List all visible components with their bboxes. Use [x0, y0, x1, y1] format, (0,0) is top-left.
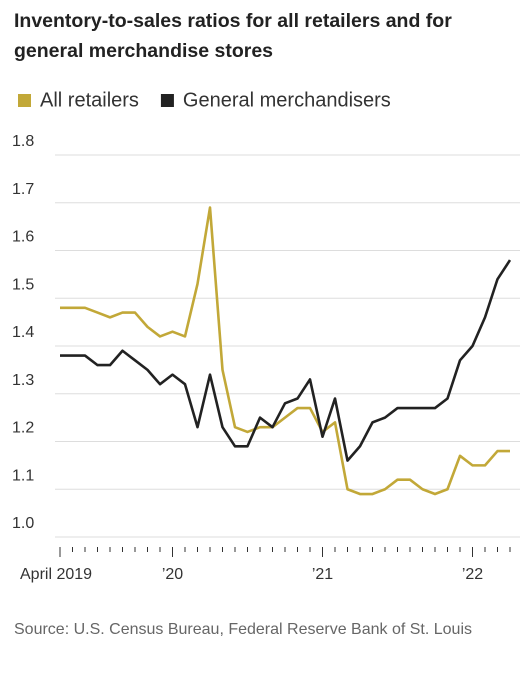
x-tick-label: ’20	[162, 566, 183, 583]
x-tick-label: ’22	[462, 566, 483, 583]
source-note: Source: U.S. Census Bureau, Federal Rese…	[14, 621, 473, 638]
y-tick-label: 1.2	[12, 420, 34, 437]
y-tick-label: 1.5	[12, 276, 34, 293]
legend-swatch	[160, 94, 174, 107]
y-tick-label: 1.8	[12, 133, 34, 150]
legend-swatch	[18, 94, 31, 107]
y-tick-label: 1.1	[12, 467, 34, 484]
chart-title: Inventory-to-sales ratios for all retail…	[14, 10, 452, 62]
y-tick-label: 1.3	[12, 372, 34, 389]
x-tick-label: April 2019	[20, 566, 92, 583]
y-tick-label: 1.6	[12, 229, 34, 246]
y-tick-label: 1.4	[12, 324, 34, 341]
y-tick-label: 1.0	[12, 515, 34, 532]
y-tick-label: 1.7	[12, 181, 34, 198]
x-tick-label: ’21	[312, 566, 333, 583]
legend-label: All retailers	[40, 89, 139, 111]
legend-label: General merchandisers	[183, 89, 391, 111]
series-line	[60, 259, 512, 462]
series-line	[60, 206, 510, 496]
